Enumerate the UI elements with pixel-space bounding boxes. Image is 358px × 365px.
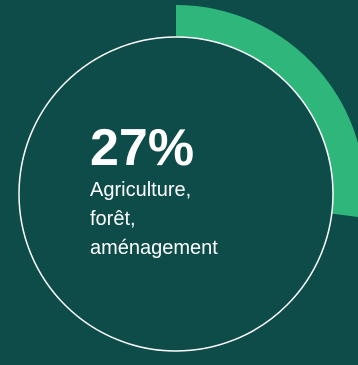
inner-circle-outline xyxy=(18,36,334,352)
category-caption-line: forêt, xyxy=(90,208,136,230)
share-arc xyxy=(176,5,358,217)
category-caption-line: Agriculture, xyxy=(90,179,192,201)
category-caption: Agriculture, forêt, aménagement xyxy=(90,176,280,263)
percent-value: 27% xyxy=(90,119,195,177)
chart-label: 27% Agriculture, forêt, aménagement xyxy=(90,120,280,263)
category-caption-line: aménagement xyxy=(90,237,218,259)
